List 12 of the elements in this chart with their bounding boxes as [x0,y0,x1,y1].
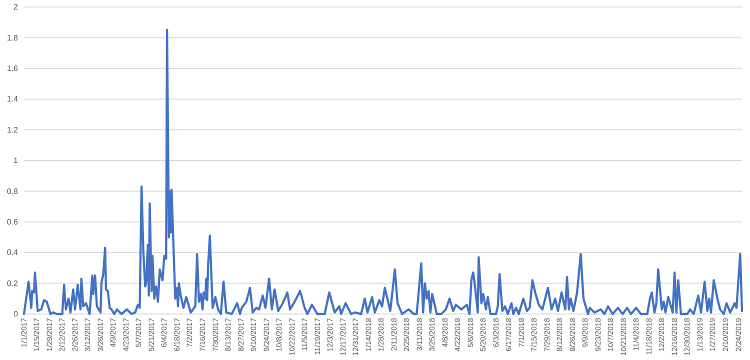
y-tick-label: 1.6 [6,64,19,73]
y-tick-label: 0.2 [6,278,19,288]
line-series [22,28,744,316]
y-tick-label: 0.4 [6,248,19,258]
y-tick-label: 0 [14,310,19,319]
y-tick-label: 2 [14,2,19,12]
y-tick-label: 1.2 [6,125,19,134]
y-tick-label: 1.4 [6,94,19,104]
y-tick-label: 1 [14,156,19,166]
y-tick-label: 1.8 [6,33,19,42]
y-tick-label: 0.8 [6,186,19,196]
y-tick-label: 0.6 [6,217,19,226]
